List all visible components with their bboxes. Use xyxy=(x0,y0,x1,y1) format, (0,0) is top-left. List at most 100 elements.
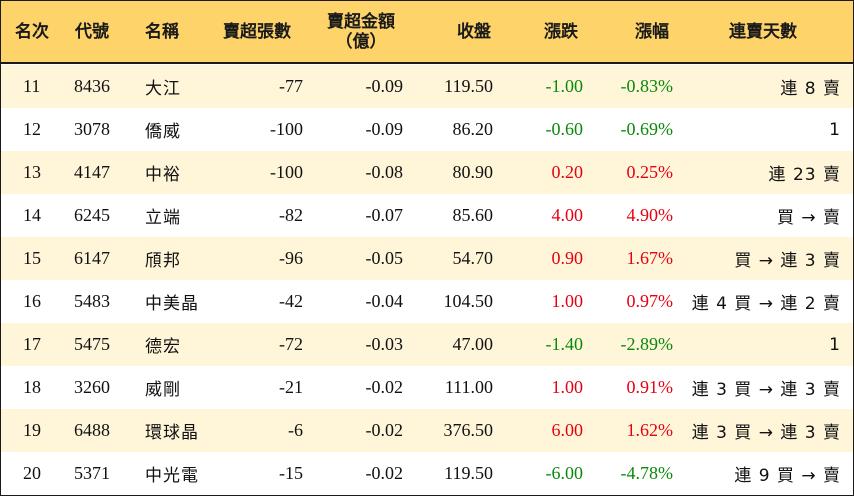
cell-rank: 20 xyxy=(23,463,41,483)
table-row: 11 8436 大江 -77 -0.09 119.50 -1.00 -0.83% 連 8 賣 xyxy=(1,65,853,108)
table-row: 13 4147 中裕 -100 -0.08 80.90 0.20 0.25% 連 23 賣 xyxy=(1,151,853,194)
header-net-sell-lots: 賣超張數 xyxy=(223,21,291,42)
cell-price-change: 1.00 xyxy=(551,291,584,311)
cell-stock-name: 大江 xyxy=(145,79,181,99)
cell-close-price: 80.90 xyxy=(452,162,494,182)
cell-sell-streak: 連 8 賣 xyxy=(780,79,841,99)
cell-pct-change: 0.25% xyxy=(626,162,674,182)
cell-stock-name: 中裕 xyxy=(145,165,181,185)
cell-net-sell-amount: -0.02 xyxy=(365,420,404,440)
table-row: 15 6147 頎邦 -96 -0.05 54.70 0.90 1.67% 買 → 連 3 賣 xyxy=(1,237,853,280)
cell-code: 5475 xyxy=(74,334,110,354)
cell-net-sell-amount: -0.09 xyxy=(365,119,404,139)
cell-net-sell-lots: -6 xyxy=(288,420,303,440)
table-header-row: 名次 代號 名稱 賣超張數 賣超金額 （億） 收盤 漲跌 漲幅 連賣天數 xyxy=(1,1,853,64)
cell-pct-change: 1.67% xyxy=(626,248,674,268)
cell-price-change: 0.20 xyxy=(551,162,584,182)
cell-sell-streak: 買 → 連 3 賣 xyxy=(734,251,841,271)
cell-stock-name: 德宏 xyxy=(145,337,181,357)
cell-close-price: 86.20 xyxy=(452,119,494,139)
cell-pct-change: -0.83% xyxy=(620,76,674,96)
cell-pct-change: -4.78% xyxy=(620,463,674,483)
cell-price-change: 4.00 xyxy=(551,205,584,225)
cell-pct-change: 0.91% xyxy=(626,377,674,397)
cell-pct-change: -2.89% xyxy=(620,334,674,354)
cell-net-sell-lots: -100 xyxy=(270,119,303,139)
cell-net-sell-amount: -0.08 xyxy=(365,162,404,182)
table-row: 20 5371 中光電 -15 -0.02 119.50 -6.00 -4.78% 連 9 買 … xyxy=(1,452,853,495)
table-row: 18 3260 威剛 -21 -0.02 111.00 1.00 0.91% 連 3 買 → 連… xyxy=(1,366,853,409)
cell-close-price: 119.50 xyxy=(444,76,493,96)
cell-rank: 17 xyxy=(23,334,41,354)
header-code: 代號 xyxy=(75,21,109,42)
cell-sell-streak: 1 xyxy=(829,334,841,355)
cell-code: 3260 xyxy=(74,377,110,397)
cell-rank: 12 xyxy=(23,119,41,139)
cell-code: 8436 xyxy=(74,76,110,96)
header-net-sell-amount: 賣超金額 （億） xyxy=(323,1,399,62)
cell-code: 4147 xyxy=(74,162,110,182)
cell-net-sell-lots: -77 xyxy=(279,76,303,96)
table-row: 19 6488 環球晶 -6 -0.02 376.50 6.00 1.62% 連 3 買 → 連… xyxy=(1,409,853,452)
header-net-sell-amount-line1: 賣超金額 xyxy=(327,11,395,32)
cell-net-sell-lots: -21 xyxy=(279,377,303,397)
cell-code: 3078 xyxy=(74,119,110,139)
header-change: 漲跌 xyxy=(544,21,578,42)
cell-code: 5371 xyxy=(74,463,110,483)
cell-net-sell-amount: -0.02 xyxy=(365,463,404,483)
cell-net-sell-amount: -0.04 xyxy=(365,291,404,311)
cell-sell-streak: 1 xyxy=(829,119,841,140)
cell-net-sell-amount: -0.03 xyxy=(365,334,404,354)
header-name: 名稱 xyxy=(145,21,179,42)
header-sell-streak: 連賣天數 xyxy=(729,21,797,42)
header-net-sell-amount-unit: （億） xyxy=(335,31,387,52)
cell-net-sell-amount: -0.09 xyxy=(365,76,404,96)
cell-net-sell-lots: -96 xyxy=(279,248,303,268)
cell-pct-change: 1.62% xyxy=(626,420,674,440)
cell-close-price: 104.50 xyxy=(443,291,494,311)
cell-rank: 13 xyxy=(23,162,41,182)
cell-rank: 15 xyxy=(23,248,41,268)
cell-stock-name: 中美晶 xyxy=(145,294,199,314)
cell-price-change: 0.90 xyxy=(551,248,584,268)
cell-stock-name: 頎邦 xyxy=(145,251,181,271)
cell-rank: 18 xyxy=(23,377,41,397)
cell-stock-name: 立端 xyxy=(145,208,181,228)
cell-close-price: 111.00 xyxy=(444,377,493,397)
cell-close-price: 54.70 xyxy=(452,248,494,268)
cell-sell-streak: 連 3 買 → 連 3 賣 xyxy=(691,423,841,443)
cell-pct-change: 0.97% xyxy=(626,291,674,311)
cell-stock-name: 環球晶 xyxy=(145,423,199,443)
cell-close-price: 85.60 xyxy=(452,205,494,225)
cell-rank: 14 xyxy=(23,205,41,225)
cell-code: 6488 xyxy=(74,420,110,440)
cell-stock-name: 威剛 xyxy=(145,380,181,400)
cell-pct-change: 4.90% xyxy=(626,205,674,225)
header-rank: 名次 xyxy=(15,21,49,42)
cell-price-change: -1.00 xyxy=(545,76,584,96)
cell-close-price: 47.00 xyxy=(452,334,494,354)
cell-net-sell-lots: -100 xyxy=(270,162,303,182)
cell-price-change: 1.00 xyxy=(551,377,584,397)
cell-sell-streak: 連 3 買 → 連 3 賣 xyxy=(691,380,841,400)
cell-code: 6147 xyxy=(74,248,110,268)
cell-close-price: 376.50 xyxy=(443,420,494,440)
cell-net-sell-amount: -0.02 xyxy=(365,377,404,397)
cell-sell-streak: 連 23 賣 xyxy=(768,165,841,185)
cell-rank: 11 xyxy=(23,76,41,96)
cell-net-sell-amount: -0.05 xyxy=(365,248,404,268)
cell-stock-name: 僑威 xyxy=(145,122,181,142)
header-close: 收盤 xyxy=(457,21,491,42)
cell-net-sell-lots: -15 xyxy=(279,463,303,483)
cell-net-sell-amount: -0.07 xyxy=(365,205,404,225)
cell-code: 5483 xyxy=(74,291,110,311)
cell-net-sell-lots: -72 xyxy=(279,334,303,354)
cell-net-sell-lots: -42 xyxy=(279,291,303,311)
header-pct-change: 漲幅 xyxy=(635,21,669,42)
table-row: 12 3078 僑威 -100 -0.09 86.20 -0.60 -0.69% 1 xyxy=(1,108,853,151)
cell-sell-streak: 連 9 買 → 賣 xyxy=(734,466,841,486)
cell-rank: 19 xyxy=(23,420,41,440)
cell-price-change: 6.00 xyxy=(551,420,584,440)
cell-price-change: -0.60 xyxy=(545,119,584,139)
